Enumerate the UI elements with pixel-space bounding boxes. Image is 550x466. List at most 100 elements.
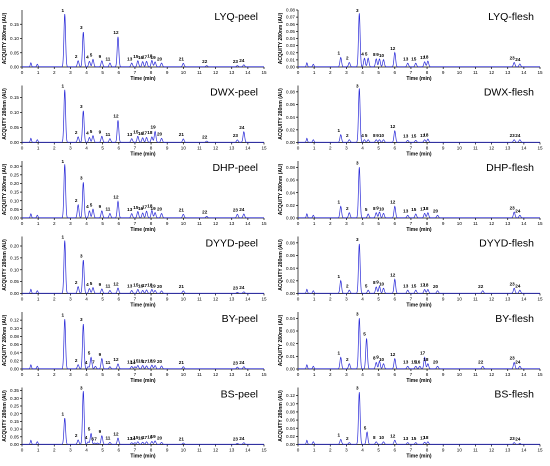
peak-label: 15 xyxy=(133,435,139,440)
chromatogram-panel-dwx-flesh: 0 1 2 3 4 5 6 7 8 9 10 11 12 13 14 150.000.020.040.060.… xyxy=(278,84,543,158)
x-tick-label: 2 xyxy=(53,70,56,75)
x-tick-label: 6 xyxy=(394,70,397,75)
peak-label: 21 xyxy=(179,208,185,213)
x-axis-title: Time (min) xyxy=(406,227,432,233)
x-tick-label: 3 xyxy=(345,372,348,377)
peak-label: 4 xyxy=(361,133,364,138)
x-tick-label: 0 xyxy=(297,70,300,75)
x-tick-label: 8 xyxy=(150,372,153,377)
peak-label: 14 xyxy=(130,436,136,441)
x-tick-label: 8 xyxy=(426,221,429,226)
x-tick-label: 7 xyxy=(134,372,137,377)
y-tick-label: 0.08 xyxy=(286,240,295,245)
y-tick-label: 0.08 xyxy=(286,410,295,415)
x-tick-label: 14 xyxy=(245,448,251,453)
x-tick-label: 8 xyxy=(150,448,153,453)
x-tick-label: 14 xyxy=(521,146,527,151)
x-tick-label: 6 xyxy=(118,448,121,453)
x-tick-label: 6 xyxy=(394,297,397,302)
x-tick-label: 7 xyxy=(410,372,413,377)
x-tick-label: 15 xyxy=(537,372,543,377)
peak-label: 15 xyxy=(133,359,139,364)
peak-label: 23 xyxy=(233,437,239,442)
peak-label: 3 xyxy=(356,84,359,89)
peak-label: 3 xyxy=(80,386,83,391)
x-tick-label: 2 xyxy=(329,372,332,377)
chromatogram-panel-dyyd-peel: 0 1 2 3 4 5 6 7 8 9 10 11 12 13 14 150.000.050.100.150.… xyxy=(2,235,267,309)
x-tick-label: 14 xyxy=(521,297,527,302)
x-tick-label: 0 xyxy=(21,297,24,302)
peak-label: 10 xyxy=(379,133,385,138)
y-tick-label: 0.10 xyxy=(10,267,19,272)
peak-label: 12 xyxy=(390,352,396,357)
x-axis-title: Time (min) xyxy=(406,152,432,158)
peak-label: 23 xyxy=(233,360,239,365)
x-tick-label: 5 xyxy=(377,70,380,75)
x-tick-label: 7 xyxy=(410,70,413,75)
y-tick-label: 0.10 xyxy=(286,401,295,406)
peak-label: 5 xyxy=(364,425,367,430)
peak-label: 20 xyxy=(157,132,163,137)
peak-label: 19 xyxy=(151,359,157,364)
x-tick-label: 4 xyxy=(85,70,88,75)
chromatogram-trace xyxy=(22,319,264,370)
peak-label: 12 xyxy=(113,195,119,200)
chromatogram-panel-lyq-flesh: 0 1 2 3 4 5 6 7 8 9 10 11 12 13 14 150.000.010.020.030.… xyxy=(278,8,543,82)
y-tick-label: 0.05 xyxy=(10,434,19,439)
y-tick-label: 0.04 xyxy=(286,36,295,41)
x-tick-label: 1 xyxy=(37,297,40,302)
x-tick-label: 2 xyxy=(53,372,56,377)
peak-label: 1 xyxy=(61,159,64,164)
peak-label: 4 xyxy=(85,360,88,365)
peak-label: 18 xyxy=(423,206,429,211)
peak-label: 23 xyxy=(233,59,239,64)
x-tick-label: 15 xyxy=(537,221,543,226)
y-tick-label: 0.08 xyxy=(286,165,295,170)
x-tick-label: 6 xyxy=(394,221,397,226)
x-tick-label: 4 xyxy=(361,146,364,151)
peak-label: 24 xyxy=(239,360,245,365)
x-tick-label: 2 xyxy=(53,297,56,302)
x-tick-label: 5 xyxy=(377,372,380,377)
peak-label: 1 xyxy=(61,312,64,317)
peak-label: 13 xyxy=(403,283,409,288)
x-tick-label: 5 xyxy=(101,221,104,226)
peak-label: 15 xyxy=(133,283,139,288)
x-tick-label: 12 xyxy=(489,448,495,453)
x-tick-label: 1 xyxy=(37,221,40,226)
peak-label: 15 xyxy=(133,130,139,135)
y-tick-label: 0.06 xyxy=(286,102,295,107)
x-tick-label: 3 xyxy=(345,297,348,302)
panel-title: DHP-flesh xyxy=(486,162,534,174)
x-tick-label: 15 xyxy=(261,297,267,302)
x-tick-label: 15 xyxy=(261,448,267,453)
peak-label: 12 xyxy=(113,357,119,362)
x-tick-label: 12 xyxy=(489,221,495,226)
x-tick-label: 1 xyxy=(37,70,40,75)
x-tick-label: 9 xyxy=(442,297,445,302)
x-tick-label: 8 xyxy=(426,448,429,453)
peak-label: 22 xyxy=(202,210,208,215)
x-tick-label: 5 xyxy=(377,448,380,453)
peak-label: 2 xyxy=(346,357,349,362)
x-tick-label: 8 xyxy=(150,297,153,302)
x-tick-label: 10 xyxy=(457,297,463,302)
peak-label: 17 xyxy=(420,351,426,356)
x-tick-label: 13 xyxy=(229,372,235,377)
x-tick-label: 4 xyxy=(85,221,88,226)
x-tick-label: 11 xyxy=(197,146,202,151)
peak-label: 11 xyxy=(105,360,110,365)
x-tick-label: 15 xyxy=(537,70,543,75)
chromatogram-trace xyxy=(298,318,540,370)
peak-label: 10 xyxy=(379,435,385,440)
y-tick-label: 0.05 xyxy=(286,29,295,34)
peak-label: 3 xyxy=(356,311,359,316)
peak-label: 2 xyxy=(75,433,78,438)
peak-label: 18 xyxy=(423,132,429,137)
x-axis-title: Time (min) xyxy=(406,454,432,460)
chromatogram-panel-by-flesh: 0 1 2 3 4 5 6 7 8 9 10 11 12 13 14 150.000.010.020.030.… xyxy=(278,311,543,384)
x-tick-label: 14 xyxy=(521,221,527,226)
peak-label: 2 xyxy=(346,133,349,138)
peak-label: 20 xyxy=(157,359,163,364)
peak-label: 18 xyxy=(147,204,153,209)
